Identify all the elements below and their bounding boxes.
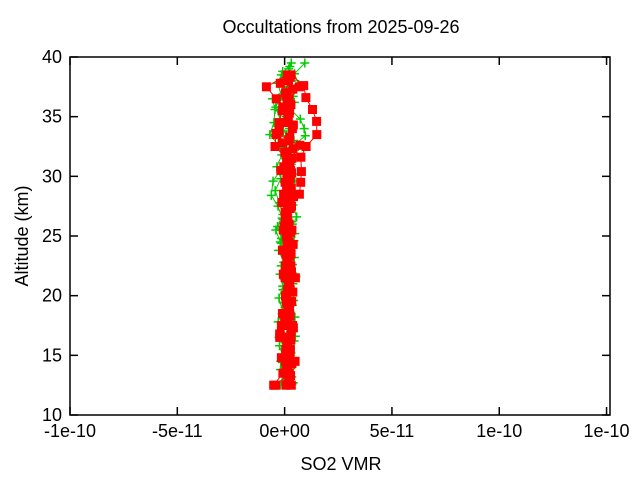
square-marker bbox=[278, 245, 287, 255]
y-tick-label: 15 bbox=[42, 345, 62, 365]
plot-area: -1e-10 -5e-11 0e+00 5e-11 1e-10 1e-10 10 15 20 25… bbox=[42, 47, 630, 441]
square-marker bbox=[285, 204, 295, 214]
square-marker bbox=[285, 174, 295, 184]
square-marker bbox=[278, 102, 288, 112]
square-marker bbox=[271, 380, 281, 390]
square-marker bbox=[286, 371, 296, 381]
square-marker bbox=[285, 72, 295, 82]
square-marker bbox=[284, 251, 294, 261]
plus-marker bbox=[285, 62, 295, 72]
chart-title: Occultations from 2025-09-26 bbox=[222, 17, 459, 37]
y-tick-label: 10 bbox=[42, 405, 62, 425]
x-tick-label: 1e-10 bbox=[476, 421, 522, 441]
square-marker bbox=[284, 281, 294, 291]
plot-border bbox=[69, 56, 611, 416]
square-marker bbox=[284, 305, 294, 315]
square-marker bbox=[285, 275, 295, 285]
plus-marker bbox=[266, 190, 276, 200]
square-marker bbox=[296, 167, 306, 177]
square-marker bbox=[277, 198, 287, 208]
plus-marker bbox=[270, 186, 280, 196]
square-marker bbox=[296, 177, 306, 187]
square-marker bbox=[294, 189, 304, 199]
square-marker bbox=[279, 222, 289, 231]
square-marker bbox=[285, 377, 295, 387]
square-marker bbox=[286, 335, 296, 345]
square-marker bbox=[274, 126, 284, 136]
square-marker bbox=[282, 186, 292, 196]
square-marker bbox=[261, 82, 271, 92]
square-marker bbox=[287, 267, 296, 277]
square-marker bbox=[282, 216, 292, 225]
square-marker bbox=[275, 329, 285, 339]
plus-marker bbox=[292, 212, 302, 222]
y-tick-label: 35 bbox=[42, 107, 62, 127]
square-marker bbox=[283, 195, 293, 205]
square-marker bbox=[288, 120, 298, 130]
square-marker bbox=[282, 365, 292, 375]
square-marker bbox=[288, 287, 298, 297]
square-marker bbox=[275, 78, 285, 88]
square-marker bbox=[295, 140, 305, 150]
square-marker bbox=[283, 347, 293, 357]
x-axis-label: SO2 VMR bbox=[300, 454, 381, 474]
square-marker bbox=[283, 233, 293, 243]
square-marker bbox=[301, 142, 311, 151]
square-marker bbox=[281, 90, 291, 100]
square-marker bbox=[294, 82, 304, 92]
square-marker bbox=[312, 116, 322, 126]
square-marker bbox=[285, 311, 295, 321]
plus-marker bbox=[299, 124, 309, 134]
square-marker bbox=[284, 108, 294, 118]
x-tick-label: 1e-10 bbox=[584, 421, 630, 441]
square-marker bbox=[282, 96, 292, 106]
square-marker bbox=[274, 118, 284, 128]
x-tick-label: -5e-11 bbox=[152, 421, 203, 441]
square-marker bbox=[289, 192, 299, 202]
square-marker bbox=[277, 138, 287, 148]
square-marker bbox=[280, 317, 290, 327]
square-marker bbox=[271, 94, 281, 104]
x-tick-label: -1e-10 bbox=[44, 421, 96, 441]
y-axis-label: Altitude (km) bbox=[12, 185, 32, 286]
square-marker bbox=[281, 263, 291, 273]
square-marker bbox=[301, 93, 311, 103]
x-tick-label: 0e+00 bbox=[259, 421, 310, 441]
square-marker bbox=[285, 227, 295, 237]
square-marker bbox=[270, 142, 280, 151]
square-marker bbox=[296, 152, 306, 162]
plus-marker bbox=[300, 131, 310, 141]
square-marker bbox=[282, 257, 292, 267]
square-marker bbox=[283, 156, 293, 166]
square-marker bbox=[276, 353, 286, 363]
square-marker bbox=[308, 105, 317, 114]
square-marker bbox=[287, 168, 297, 178]
plus-marker bbox=[268, 176, 278, 186]
square-marker bbox=[288, 239, 298, 249]
y-tick-label: 40 bbox=[42, 47, 62, 67]
square-marker bbox=[278, 269, 288, 279]
square-marker bbox=[279, 162, 289, 172]
square-marker bbox=[312, 130, 322, 140]
square-marker bbox=[290, 273, 300, 283]
square-marker bbox=[282, 210, 292, 219]
square-marker bbox=[288, 144, 298, 154]
square-marker bbox=[282, 341, 292, 351]
square-marker bbox=[288, 323, 298, 333]
x-tick-label: 5e-11 bbox=[370, 421, 415, 441]
square-marker bbox=[281, 293, 291, 303]
square-marker bbox=[283, 114, 293, 124]
square-marker bbox=[288, 84, 298, 94]
y-tick-label: 20 bbox=[42, 286, 62, 306]
square-marker bbox=[285, 132, 295, 142]
y-tick-label: 25 bbox=[42, 226, 62, 246]
square-marker bbox=[287, 359, 297, 369]
square-marker bbox=[282, 150, 292, 160]
plus-marker bbox=[295, 114, 305, 124]
plus-marker bbox=[300, 58, 310, 68]
y-tick-label: 30 bbox=[42, 166, 62, 186]
